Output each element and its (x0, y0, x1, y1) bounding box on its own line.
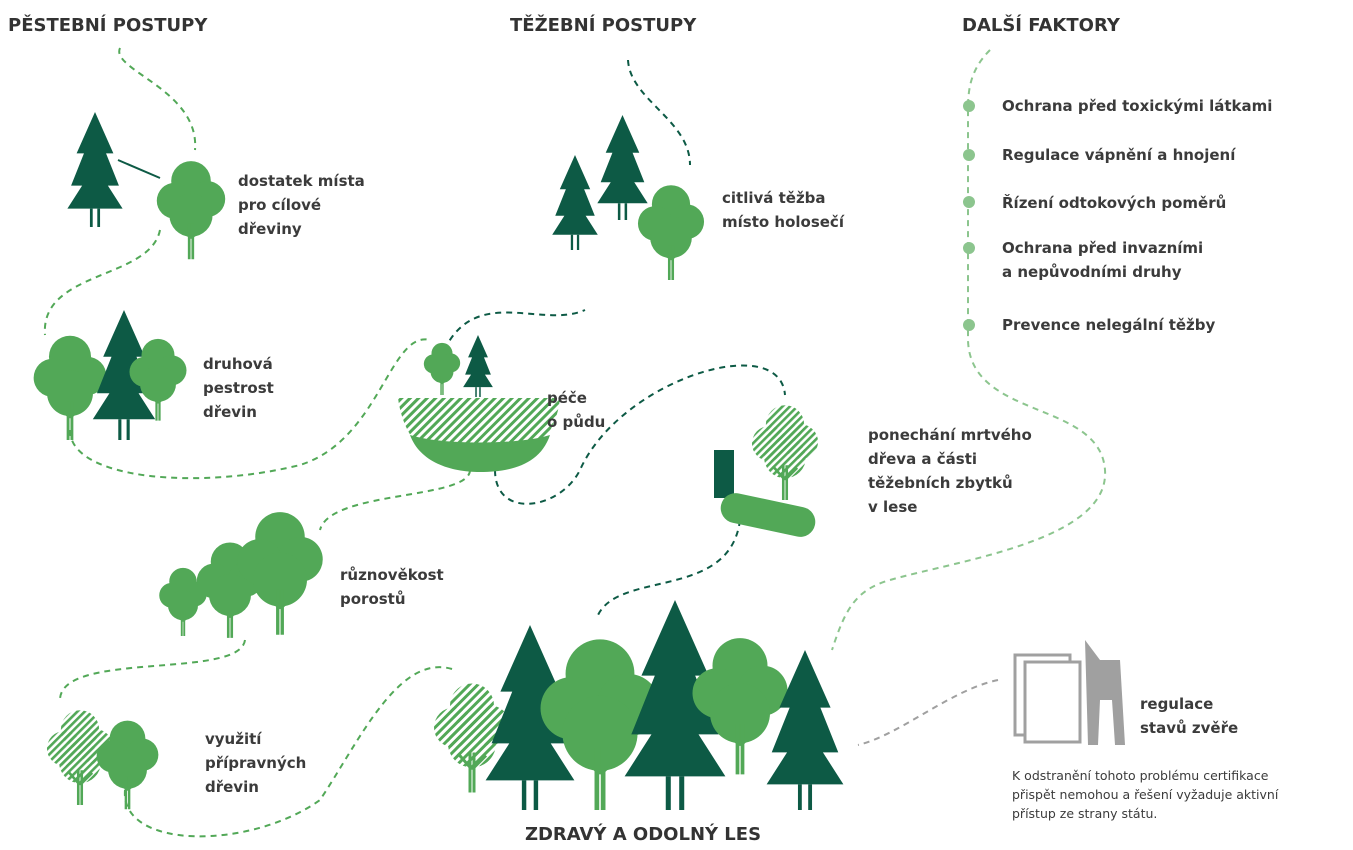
tree-illustrations-part (714, 450, 734, 498)
label: Regulace vápnění a hnojení (1002, 146, 1236, 164)
label: regulace (1140, 695, 1213, 713)
label: K odstranění tohoto problému certifikace (1012, 768, 1269, 783)
infographic: PĚSTEBNÍ POSTUPY TĚŽEBNÍ POSTUPY DALŠÍ F… (0, 0, 1353, 850)
headers: PĚSTEBNÍ POSTUPY TĚŽEBNÍ POSTUPY DALŠÍ F… (8, 14, 1121, 36)
label: v lese (868, 498, 917, 516)
label: dřeviny (238, 220, 302, 238)
label: různověkost (340, 566, 444, 584)
label: dřevin (205, 778, 259, 796)
tree-illustrations-part (752, 405, 818, 500)
tree-illustrations-part (34, 336, 107, 440)
connector-paths-part (832, 50, 1105, 650)
factor-bullets-part (963, 149, 975, 161)
tree-illustrations-part (463, 335, 493, 397)
label: Ochrana před toxickými látkami (1002, 97, 1272, 115)
label: PĚSTEBNÍ POSTUPY (8, 14, 208, 36)
label: Prevence nelegální těžby (1002, 316, 1216, 334)
factor-bullets-part (963, 100, 975, 112)
label: stavů zvěře (1140, 719, 1238, 737)
label: přípravných (205, 754, 306, 772)
tree-illustrations-part (157, 161, 225, 259)
tree-illustrations-part (237, 512, 323, 635)
tree-illustrations-part (718, 490, 818, 539)
label: dostatek místa (238, 172, 365, 190)
tree-illustrations-part (597, 115, 647, 220)
tree-illustrations-part (552, 155, 598, 250)
tree-illustrations-part (67, 112, 122, 227)
label: ponechání mrtvého (868, 426, 1032, 444)
factor-bullets-part (963, 242, 975, 254)
factor-bullets-part (963, 319, 975, 331)
label: dřevin (203, 403, 257, 421)
connector-paths-part (858, 680, 998, 745)
label: dřeva a části (868, 450, 977, 468)
label: TĚŽEBNÍ POSTUPY (510, 14, 697, 36)
label: pro cílové (238, 196, 321, 214)
label: přispět nemohou a řešení vyžaduje aktivn… (1012, 787, 1279, 802)
tree-illustrations-part (1085, 640, 1125, 745)
label: druhová (203, 355, 273, 373)
tree-illustrations-part (118, 160, 160, 178)
label: Ochrana před invazními (1002, 239, 1203, 257)
label: citlivá těžba (722, 189, 826, 207)
factor-labels: Ochrana před toxickými látkami Regulace … (1002, 97, 1272, 334)
label: přístup ze strany státu. (1012, 806, 1157, 821)
factor-bullets-part (963, 196, 975, 208)
label: péče (547, 389, 587, 407)
goal-label: ZDRAVÝ A ODOLNÝ LES (525, 823, 761, 845)
label: porostů (340, 590, 406, 608)
label: pestrost (203, 379, 274, 397)
label: Řízení odtokových poměrů (1002, 193, 1226, 212)
label: DALŠÍ FAKTORY (962, 14, 1121, 36)
label: využití (205, 730, 262, 748)
label: místo holosečí (722, 213, 845, 231)
tree-illustrations-part (638, 185, 704, 280)
tree-illustrations-part (424, 343, 460, 395)
label: těžebních zbytků (868, 474, 1013, 492)
label: o půdu (547, 413, 605, 431)
label: a nepůvodními druhy (1002, 263, 1182, 281)
tree-illustrations-part (1025, 662, 1080, 742)
